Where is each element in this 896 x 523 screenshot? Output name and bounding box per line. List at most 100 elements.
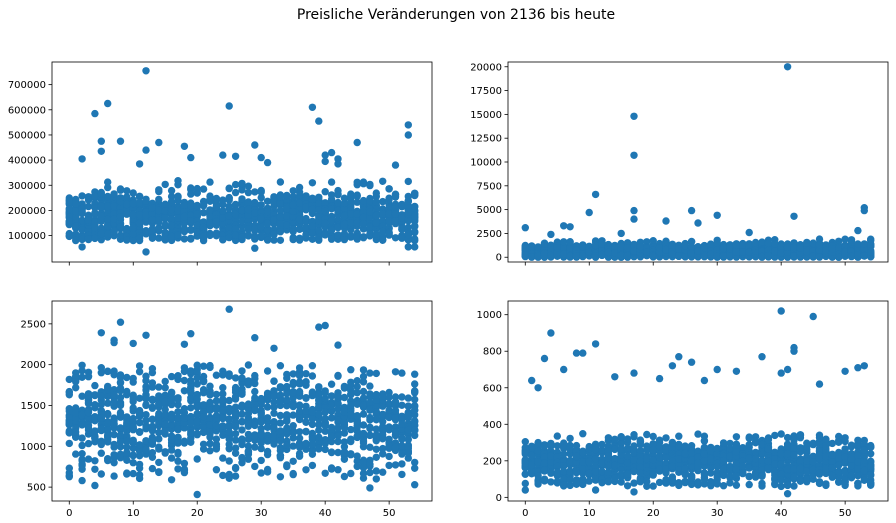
scatter-point [547, 442, 555, 450]
scatter-point [193, 210, 201, 218]
y-tick-label: 700000 [8, 80, 46, 91]
scatter-point [828, 458, 836, 466]
scatter-point [668, 439, 677, 447]
scatter-point [78, 461, 86, 470]
scatter-point [104, 192, 112, 201]
scatter-point [687, 456, 696, 464]
y-tick-label: 1000 [21, 442, 46, 453]
scatter-point [110, 215, 118, 223]
scatter-point [547, 458, 555, 466]
scatter-point-notable [251, 141, 259, 149]
scatter-point [790, 451, 798, 459]
scatter-point [327, 217, 336, 225]
scatter-point [617, 439, 625, 447]
scatter-point [327, 407, 336, 415]
scatter-point [257, 232, 265, 240]
scatter-point [295, 414, 304, 422]
scatter-point [148, 415, 157, 423]
scatter-point [372, 410, 380, 418]
scatter-point [295, 402, 304, 410]
scatter-point [771, 240, 779, 248]
scatter-point [521, 244, 529, 252]
scatter-point [700, 432, 709, 440]
scatter-point [225, 233, 233, 242]
scatter-point [315, 444, 323, 452]
scatter-point [72, 409, 80, 417]
scatter-point-notable [110, 338, 118, 347]
scatter-point [854, 451, 862, 460]
y-tick-label: 7500 [477, 181, 502, 192]
scatter-point [560, 444, 568, 452]
scatter-point [302, 418, 310, 426]
scatter-point [687, 442, 696, 450]
scatter-point [193, 455, 201, 463]
scatter-point [404, 402, 412, 410]
scatter-point [244, 435, 253, 443]
scatter-point [534, 472, 542, 480]
scatter-point [366, 382, 374, 390]
scatter-point [623, 244, 632, 252]
scatter-point [745, 454, 753, 463]
scatter-point [244, 455, 253, 463]
scatter-point [174, 193, 182, 201]
scatter-point [334, 424, 342, 432]
scatter-point [566, 445, 574, 454]
scatter-point [289, 394, 297, 402]
scatter-point [193, 189, 201, 197]
scatter-point [257, 193, 265, 202]
scatter-point-notable [630, 206, 638, 215]
scatter-point [841, 248, 849, 257]
scatter-point [315, 426, 323, 434]
scatter-point [231, 188, 240, 197]
scatter-point-notable [566, 223, 574, 231]
scatter-point [372, 425, 380, 433]
scatter-point [726, 243, 734, 251]
scatter-point [283, 396, 291, 404]
scatter-point [174, 372, 182, 380]
scatter-point [835, 244, 843, 253]
scatter-point-notable [790, 212, 798, 220]
scatter-point [553, 249, 561, 257]
scatter-point [238, 454, 246, 462]
scatter-point [391, 428, 400, 436]
scatter-point [604, 478, 613, 486]
scatter-point [353, 178, 361, 186]
scatter-point [334, 399, 342, 408]
scatter-point [321, 394, 329, 403]
scatter-point [591, 445, 600, 454]
scatter-point [155, 186, 163, 194]
scatter-point [135, 409, 144, 417]
scatter-point [123, 443, 131, 451]
scatter-point [353, 192, 361, 200]
scatter-point [745, 473, 753, 481]
scatter-point [860, 440, 868, 448]
scatter-point [308, 229, 317, 237]
scatter-point [359, 410, 368, 418]
scatter-point [854, 480, 862, 488]
scatter-point [379, 393, 387, 401]
scatter-point [135, 211, 144, 219]
scatter-point [308, 195, 317, 204]
scatter-point-notable [270, 344, 278, 352]
scatter-point [206, 401, 214, 409]
scatter-point [803, 467, 811, 476]
scatter-point [65, 473, 74, 481]
scatter-point [116, 231, 125, 239]
scatter-point [187, 212, 195, 220]
scatter-point [655, 478, 664, 487]
scatter-point-notable [687, 206, 696, 215]
scatter-point [302, 466, 310, 474]
scatter-point [97, 212, 106, 221]
scatter-points [521, 63, 875, 261]
scatter-point [379, 177, 387, 185]
scatter-point [91, 414, 99, 422]
scatter-point [867, 450, 875, 458]
scatter-point [78, 216, 86, 225]
scatter-point [739, 241, 747, 250]
scatter-point [534, 243, 542, 251]
y-tick-label: 15000 [470, 110, 502, 121]
scatter-point [84, 439, 93, 448]
scatter-point [404, 196, 412, 205]
scatter-point [847, 252, 856, 260]
scatter-point [180, 459, 189, 468]
